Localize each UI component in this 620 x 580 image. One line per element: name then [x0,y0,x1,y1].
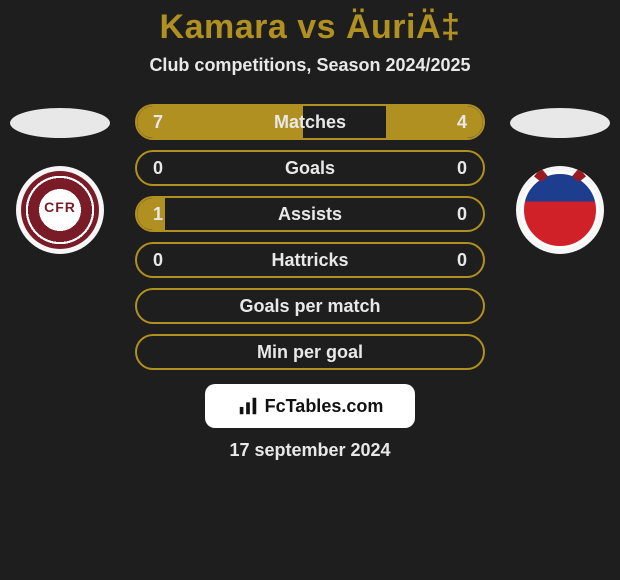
stat-fill-right [386,106,483,138]
page-subtitle: Club competitions, Season 2024/2025 [0,55,620,76]
stat-row: Goals per match [135,288,485,324]
stat-value-right: 0 [457,250,467,271]
player-right-slot [500,108,620,254]
brand-link[interactable]: FcTables.com [205,384,415,428]
stat-row: 1 0 Assists [135,196,485,232]
snapshot-date: 17 september 2024 [0,440,620,461]
stat-row: 0 0 Goals [135,150,485,186]
club-badge-right[interactable] [516,166,604,254]
stat-value-left: 7 [153,112,163,133]
stat-label: Min per goal [257,342,363,363]
cfr-crest-icon [21,171,99,249]
otelul-crest-icon [521,171,599,249]
stat-row: 0 0 Hattricks [135,242,485,278]
stat-value-right: 0 [457,158,467,179]
stat-label: Goals per match [239,296,380,317]
stat-label: Goals [285,158,335,179]
stat-row: Min per goal [135,334,485,370]
stat-label: Hattricks [271,250,348,271]
stat-value-right: 4 [457,112,467,133]
page-title: Kamara vs ÄuriÄ‡ [0,8,620,47]
stat-label: Assists [278,204,342,225]
bar-chart-icon [237,395,259,417]
stat-value-left: 0 [153,250,163,271]
stat-row: 7 4 Matches [135,104,485,140]
stat-label: Matches [274,112,346,133]
player-photo-placeholder [510,108,610,138]
club-badge-left[interactable] [16,166,104,254]
player-left-slot [0,108,120,254]
stat-value-left: 0 [153,158,163,179]
brand-label: FcTables.com [265,396,384,417]
stat-value-left: 1 [153,204,163,225]
stat-value-right: 0 [457,204,467,225]
player-photo-placeholder [10,108,110,138]
